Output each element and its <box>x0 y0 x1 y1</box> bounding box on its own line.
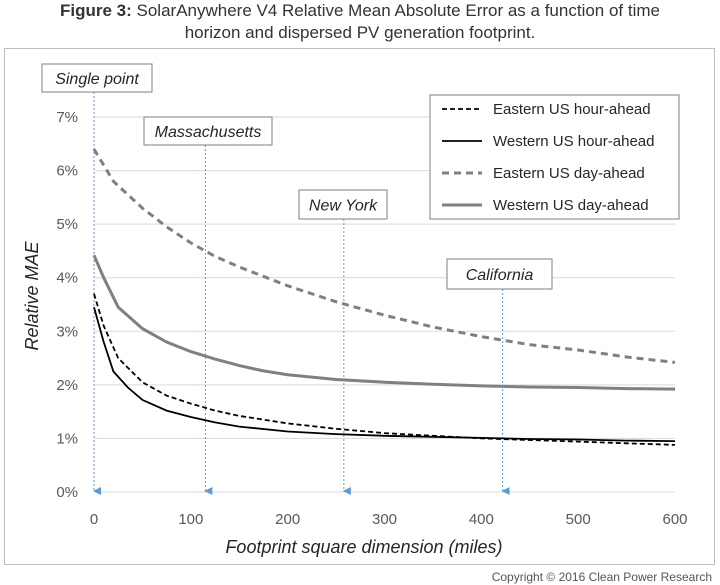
legend-box <box>429 94 680 220</box>
x-tick-label: 300 <box>372 511 397 528</box>
x-axis-ticks: 0 100 200 300 400 500 600 <box>90 511 688 528</box>
annotation-box <box>41 63 153 93</box>
series-line-0 <box>93 293 676 446</box>
figure-title: Figure 3: SolarAnywhere V4 Relative Mean… <box>0 0 720 44</box>
x-tick-label: 400 <box>469 511 494 528</box>
legend-label: Western US day-ahead <box>493 197 649 214</box>
series-lines <box>92 148 676 446</box>
x-tick-label: 500 <box>566 511 591 528</box>
x-tick-label: 0 <box>90 511 98 528</box>
chart-frame <box>4 48 715 565</box>
annotation-callouts: Single point Massachusetts New York Califor… <box>41 63 553 290</box>
legend: Eastern US hour-ahead Western US hour-ahe… <box>429 94 680 220</box>
y-tick-label: 1% <box>56 430 78 447</box>
series-line-2 <box>92 148 676 364</box>
legend-label: Eastern US day-ahead <box>493 165 645 182</box>
x-axis-title: Footprint square dimension (miles) <box>225 537 502 557</box>
annotation-label: California <box>466 267 534 284</box>
copyright-text: Copyright © 2016 Clean Power Research <box>491 570 712 584</box>
y-tick-label: 2% <box>56 377 78 394</box>
y-tick-label: 7% <box>56 109 78 126</box>
y-tick-label: 0% <box>56 484 78 501</box>
annotation-box <box>143 116 273 146</box>
annotation-box <box>446 258 553 290</box>
y-axis-ticks: 0% 1% 2% 3% 4% 5% 6% 7% <box>56 109 78 501</box>
y-tick-label: 4% <box>56 270 78 287</box>
x-tick-label: 100 <box>178 511 203 528</box>
x-tick-label: 200 <box>275 511 300 528</box>
figure-title-line1: SolarAnywhere V4 Relative Mean Absolute … <box>131 1 661 20</box>
y-tick-label: 5% <box>56 216 78 233</box>
annotation-box <box>298 189 388 220</box>
y-tick-label: 3% <box>56 323 78 340</box>
figure-label: Figure 3: <box>59 1 132 20</box>
annotation-label: Massachusetts <box>155 124 262 141</box>
annotation-lines <box>93 92 510 495</box>
series-line-1 <box>93 306 676 442</box>
figure-title-line2: horizon and dispersed PV generation foot… <box>184 23 536 42</box>
y-axis-title: Relative MAE <box>22 240 42 350</box>
x-tick-label: 600 <box>662 511 687 528</box>
legend-label: Western US hour-ahead <box>493 133 654 150</box>
legend-label: Eastern US hour-ahead <box>493 101 651 118</box>
y-tick-label: 6% <box>56 163 78 180</box>
annotation-label: Single point <box>55 71 139 88</box>
annotation-label: New York <box>309 198 378 215</box>
series-line-3 <box>92 254 676 391</box>
